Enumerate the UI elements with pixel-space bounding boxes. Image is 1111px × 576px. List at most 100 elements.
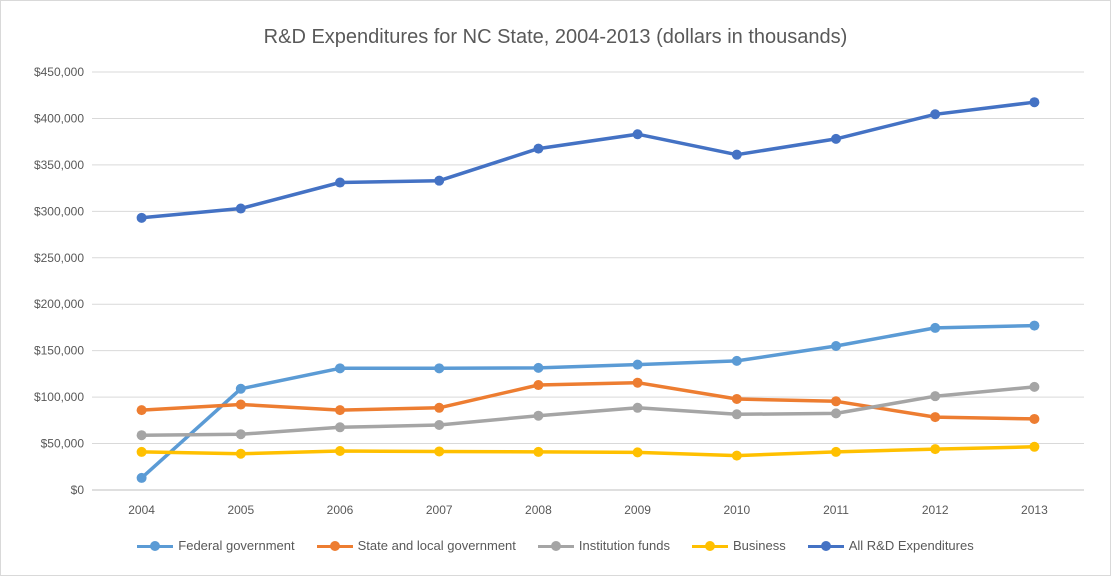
legend-item-state-and-local-government: State and local government: [316, 538, 516, 553]
x-tick-label: 2009: [624, 503, 651, 517]
legend-item-business: Business: [691, 538, 786, 553]
data-point-all-r-d-expenditures: [235, 203, 246, 214]
data-point-federal-government: [831, 341, 841, 352]
y-tick-label: $200,000: [34, 297, 84, 311]
data-point-institution-funds: [731, 409, 742, 420]
data-point-state-and-local-government: [533, 380, 544, 391]
series-institution-funds: [136, 381, 1040, 441]
data-point-all-r-d-expenditures: [930, 109, 941, 120]
data-point-all-r-d-expenditures: [136, 212, 147, 223]
data-point-business: [930, 444, 941, 455]
y-tick-label: $350,000: [34, 158, 84, 172]
y-axis-ticks: $0 $50,000 $100,000 $150,000 $200,000 $250,00…: [34, 65, 84, 497]
series-line-state-and-local-government: [139, 380, 1037, 421]
data-point-institution-funds: [335, 422, 345, 433]
data-point-state-and-local-government: [136, 405, 147, 416]
data-point-all-r-d-expenditures: [632, 129, 643, 140]
data-point-federal-government: [434, 363, 445, 374]
x-tick-label: 2006: [327, 503, 354, 517]
y-tick-label: $150,000: [34, 344, 84, 358]
series-all-r-d-expenditures: [136, 97, 1040, 223]
data-point-institution-funds: [632, 402, 643, 413]
data-point-business: [533, 446, 544, 457]
legend-item-federal-government: Federal government: [137, 538, 295, 553]
data-point-institution-funds: [434, 419, 445, 430]
data-point-all-r-d-expenditures: [831, 133, 841, 144]
series-line-business: [139, 445, 1037, 458]
data-point-institution-funds: [930, 391, 941, 402]
legend-marker: [537, 539, 574, 553]
series-line-federal-government: [139, 323, 1037, 480]
x-tick-label: 2005: [227, 503, 254, 517]
data-point-business: [434, 446, 445, 457]
data-point-state-and-local-government: [930, 412, 941, 423]
data-point-business: [235, 448, 246, 459]
data-point-institution-funds: [1029, 381, 1040, 392]
data-point-institution-funds: [136, 430, 147, 441]
data-point-state-and-local-government: [831, 396, 841, 407]
data-point-business: [1029, 441, 1040, 452]
data-point-institution-funds: [831, 408, 841, 419]
data-point-all-r-d-expenditures: [1029, 97, 1040, 108]
data-point-all-r-d-expenditures: [434, 175, 445, 186]
legend-item-all-r-d-expenditures: All R&D Expenditures: [807, 538, 974, 553]
series-federal-government: [136, 320, 1040, 483]
data-point-institution-funds: [533, 410, 544, 421]
legend-label: Institution funds: [578, 538, 670, 553]
data-point-business: [136, 446, 147, 457]
legend-label: Federal government: [178, 538, 295, 553]
data-point-federal-government: [136, 472, 147, 483]
y-tick-label: $300,000: [34, 204, 84, 218]
data-point-institution-funds: [235, 429, 246, 440]
data-point-business: [335, 445, 345, 456]
legend-item-institution-funds: Institution funds: [537, 538, 670, 553]
x-axis-ticks: 2004 2005 2006 2007 2008 2009 2010 2011 2012 2013: [128, 503, 1048, 517]
data-point-federal-government: [533, 362, 544, 373]
data-point-business: [632, 447, 643, 458]
y-tick-label: $400,000: [34, 111, 84, 125]
series-lines: [136, 97, 1040, 483]
data-point-state-and-local-government: [731, 393, 742, 404]
data-point-business: [731, 450, 742, 461]
gridlines: [92, 71, 1084, 491]
x-tick-label: 2004: [128, 503, 155, 517]
legend-label: All R&D Expenditures: [848, 538, 974, 553]
y-tick-label: $0: [71, 483, 85, 497]
data-point-all-r-d-expenditures: [533, 143, 544, 154]
data-point-state-and-local-government: [632, 377, 643, 388]
legend-marker: [316, 539, 353, 553]
data-point-business: [831, 446, 841, 457]
y-tick-label: $250,000: [34, 251, 84, 265]
legend-marker: [691, 539, 728, 553]
data-point-state-and-local-government: [235, 399, 246, 410]
x-tick-label: 2010: [723, 503, 750, 517]
x-tick-label: 2008: [525, 503, 552, 517]
y-tick-label: $100,000: [34, 390, 84, 404]
x-tick-label: 2013: [1021, 503, 1048, 517]
legend-label: Business: [732, 538, 786, 553]
chart-title: R&D Expenditures for NC State, 2004-2013…: [263, 26, 848, 48]
data-point-state-and-local-government: [434, 402, 445, 413]
data-point-federal-government: [335, 363, 345, 374]
data-point-all-r-d-expenditures: [335, 177, 345, 188]
x-tick-label: 2007: [426, 503, 453, 517]
x-tick-label: 2012: [922, 503, 949, 517]
series-state-and-local-government: [136, 377, 1040, 424]
y-tick-label: $50,000: [41, 437, 85, 451]
legend-marker: [807, 539, 844, 553]
data-point-state-and-local-government: [1029, 413, 1040, 424]
series-line-all-r-d-expenditures: [139, 100, 1037, 220]
series-line-institution-funds: [139, 385, 1037, 437]
y-tick-label: $450,000: [34, 65, 84, 79]
x-tick-label: 2011: [823, 503, 849, 517]
legend-label: State and local government: [357, 538, 516, 553]
legend-marker: [137, 539, 174, 553]
data-point-federal-government: [731, 355, 742, 366]
data-point-state-and-local-government: [335, 405, 345, 416]
data-point-federal-government: [235, 383, 246, 394]
series-business: [136, 441, 1040, 461]
legend: Federal government State and local govern…: [0, 538, 1111, 553]
data-point-federal-government: [1029, 320, 1040, 331]
